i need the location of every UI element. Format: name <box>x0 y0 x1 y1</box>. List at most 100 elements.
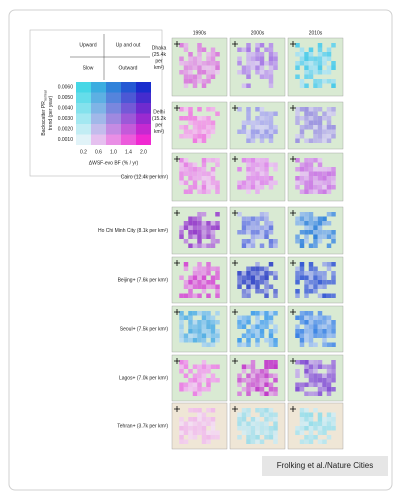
map-cell <box>273 412 278 417</box>
map-cell <box>304 435 309 440</box>
map-cell <box>201 360 207 365</box>
map-cell <box>206 382 211 387</box>
map-cell <box>295 387 300 392</box>
map-cell <box>188 417 193 422</box>
map-cell <box>192 234 198 239</box>
map-cell <box>192 120 198 125</box>
map-cell <box>331 180 336 185</box>
map-cell <box>326 129 332 134</box>
map-cell <box>331 65 336 70</box>
map-cell <box>268 412 274 417</box>
map-cell <box>317 56 323 61</box>
map-cell <box>304 83 309 88</box>
map-cell <box>201 162 207 167</box>
map-cell <box>215 239 220 244</box>
map-cell <box>331 212 336 217</box>
map-cell <box>246 107 251 112</box>
map-cell <box>304 61 309 66</box>
map-cell <box>273 111 278 116</box>
map-cell <box>313 225 318 230</box>
map-cell <box>188 107 193 112</box>
map-cell <box>331 378 336 383</box>
map-cell <box>304 417 309 422</box>
map-cell <box>250 378 256 383</box>
map-cell <box>188 329 193 334</box>
map-cell <box>331 329 336 334</box>
map-cell <box>197 311 202 316</box>
map-cell <box>210 234 216 239</box>
map-cell <box>322 324 327 329</box>
map-cell <box>304 364 309 369</box>
map-cell <box>268 391 274 396</box>
map-cell <box>299 125 305 130</box>
map-cell <box>197 266 202 271</box>
map-cell <box>331 342 336 347</box>
map-cell <box>268 52 274 57</box>
map-cell <box>317 391 323 396</box>
map-cell <box>197 243 202 248</box>
map-cell <box>313 167 318 172</box>
map-cell <box>322 417 327 422</box>
map-cell <box>313 329 318 334</box>
map-cell <box>313 221 318 226</box>
map-cell <box>317 320 323 325</box>
map-cell <box>304 74 309 79</box>
map-cell <box>250 52 256 57</box>
map-cell <box>192 284 198 289</box>
map-cell <box>268 134 274 139</box>
map-cell <box>192 275 198 280</box>
map-cell <box>322 284 327 289</box>
x-tick-label: 1.0 <box>110 149 117 155</box>
map-cell <box>210 74 216 79</box>
legend-cell <box>106 92 121 103</box>
map-cell <box>331 61 336 66</box>
map-cell <box>188 185 193 190</box>
map-cell <box>215 185 220 190</box>
map-cell <box>192 387 198 392</box>
map-cell <box>304 293 309 298</box>
map-cell <box>299 320 305 325</box>
y-tick-label: 0.0030 <box>58 116 74 122</box>
map-cell <box>299 430 305 435</box>
map-cell <box>259 320 265 325</box>
map-cell <box>299 239 305 244</box>
map-cell <box>201 180 207 185</box>
map-cell <box>331 134 336 139</box>
map-cell <box>264 364 269 369</box>
map-cell <box>246 284 251 289</box>
map-cell <box>215 289 220 294</box>
map-cell <box>264 275 269 280</box>
map-cell <box>317 83 323 88</box>
map-cell <box>259 324 265 329</box>
map-cell <box>201 315 207 320</box>
map-cell <box>179 333 184 338</box>
map-cell <box>331 167 336 172</box>
map-cell <box>304 185 309 190</box>
map-cell <box>326 65 332 70</box>
map-cell <box>246 180 251 185</box>
map-panel <box>287 256 344 304</box>
map-cell <box>183 284 189 289</box>
map-cell <box>215 338 220 343</box>
map-cell <box>322 125 327 130</box>
map-cell <box>241 324 247 329</box>
city-label: Seoul+ (7.5k per km²) <box>120 326 169 332</box>
map-cell <box>317 125 323 130</box>
map-cell <box>264 271 269 276</box>
map-cell <box>322 171 327 176</box>
map-cell <box>241 216 247 221</box>
map-cell <box>206 116 211 121</box>
map-cell <box>308 61 314 66</box>
map-cell <box>326 324 332 329</box>
north-arrow <box>290 358 296 364</box>
map-cell <box>188 324 193 329</box>
map-cell <box>273 435 278 440</box>
map-cell <box>179 369 184 374</box>
map-cell <box>215 430 220 435</box>
map-cell <box>179 311 184 316</box>
map-cell <box>268 320 274 325</box>
legend-cell <box>121 134 136 145</box>
map-cell <box>210 315 216 320</box>
map-cell <box>295 61 300 66</box>
